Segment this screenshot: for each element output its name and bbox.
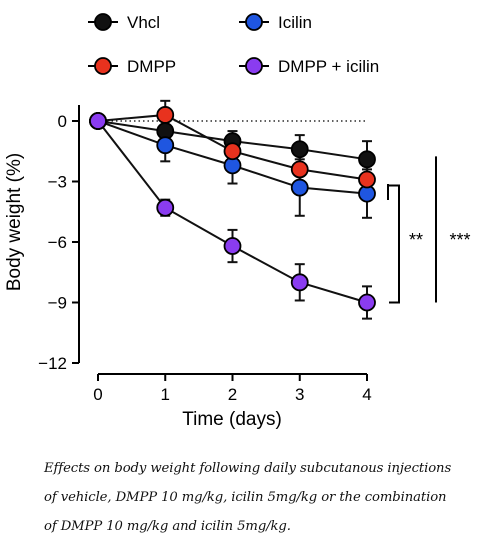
legend-label: DMPP xyxy=(127,57,176,76)
y-axis-label: Body weight (%) xyxy=(4,153,25,291)
figure-caption: Effects on body weight following daily s… xyxy=(44,461,452,534)
x-axis-label: Time (days) xyxy=(182,409,282,430)
legend-marker xyxy=(94,57,112,75)
x-tick-label: 4 xyxy=(362,385,371,404)
data-point xyxy=(358,150,376,169)
body-weight-chart: 0 −3 −6 −9 −12 0 1 2 3 4 Vhcl Icilin DMPP DMPP + ici… xyxy=(4,13,471,430)
significance-label: ** xyxy=(409,230,423,250)
data-point xyxy=(358,170,376,189)
data-point xyxy=(290,160,309,179)
legend-label: Vhcl xyxy=(127,13,160,32)
y-tick-label: −3 xyxy=(48,173,67,192)
y-tick-label: −6 xyxy=(48,233,67,252)
x-tick-label: 2 xyxy=(228,385,237,404)
data-point xyxy=(156,198,175,217)
y-tick-label: 0 xyxy=(58,112,67,131)
y-tick-label: −9 xyxy=(48,294,67,313)
data-point xyxy=(223,237,242,255)
data-point xyxy=(223,142,242,161)
significance-bracket xyxy=(389,184,400,304)
legend-marker xyxy=(245,57,263,75)
y-tick-label: −12 xyxy=(38,354,67,373)
data-point xyxy=(290,273,309,292)
data-point xyxy=(89,112,107,130)
legend-label: Icilin xyxy=(278,13,312,32)
significance-label: *** xyxy=(449,230,470,250)
legend-label: DMPP + icilin xyxy=(278,57,379,76)
x-tick-label: 3 xyxy=(295,385,304,404)
data-point xyxy=(156,136,175,155)
x-tick-label: 0 xyxy=(93,385,102,404)
data-point xyxy=(290,178,309,197)
legend-marker xyxy=(94,13,112,31)
data-point xyxy=(156,106,175,124)
x-tick-label: 1 xyxy=(161,385,170,404)
data-point xyxy=(290,140,309,159)
legend-marker xyxy=(245,13,263,31)
data-point xyxy=(358,293,376,312)
